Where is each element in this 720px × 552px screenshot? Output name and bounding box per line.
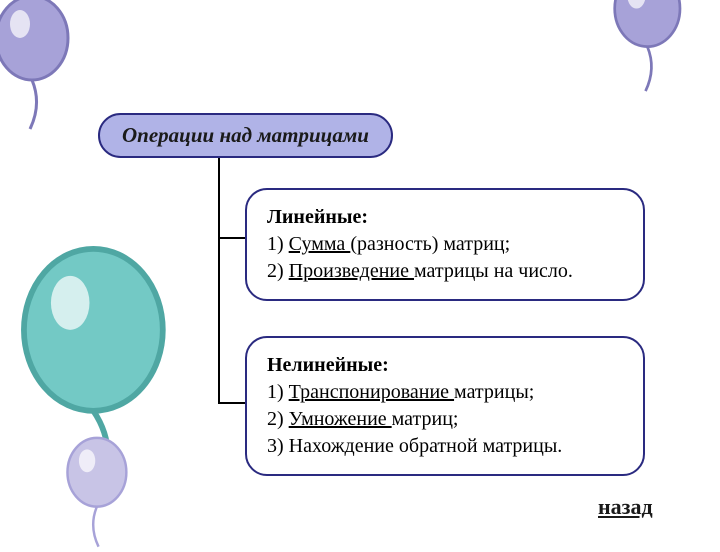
back-link[interactable]: назад	[598, 494, 653, 520]
diagram-title: Операции над матрицами	[98, 113, 393, 158]
nonlinear-item-num: 3)	[267, 435, 289, 457]
nonlinear-item-link[interactable]: Транспонирование	[289, 381, 454, 403]
linear-item-num: 1)	[267, 233, 289, 255]
back-link-label: назад	[598, 494, 653, 519]
linear-item-rest: матрицы на число.	[414, 260, 573, 282]
linear-item-link[interactable]: Произведение	[289, 260, 414, 282]
nonlinear-item-rest: матриц;	[392, 408, 459, 430]
balloon-botleft	[56, 435, 146, 552]
nonlinear-item: 2) Умножение матриц;	[267, 406, 623, 433]
nonlinear-item-num: 2)	[267, 408, 289, 430]
diagram-title-text: Операции над матрицами	[122, 123, 369, 147]
nonlinear-item-rest: Нахождение обратной матрицы.	[289, 435, 563, 457]
connector-h2	[218, 402, 245, 404]
balloon-topleft	[0, 0, 92, 134]
balloon-midleft	[0, 245, 211, 515]
connector-h1	[218, 237, 245, 239]
nonlinear-item: 3) Нахождение обратной матрицы.	[267, 433, 623, 460]
nonlinear-item: 1) Транспонирование матрицы;	[267, 379, 623, 406]
linear-ops-header: Линейные:	[267, 204, 623, 231]
linear-item: 2) Произведение матрицы на число.	[267, 258, 623, 285]
linear-item-link[interactable]: Сумма	[289, 233, 351, 255]
nonlinear-item-num: 1)	[267, 381, 289, 403]
linear-item: 1) Сумма (разность) матриц;	[267, 231, 623, 258]
nonlinear-item-rest: матрицы;	[454, 381, 534, 403]
linear-item-num: 2)	[267, 260, 289, 282]
connector-vertical	[218, 155, 220, 404]
linear-item-rest: (разность) матриц;	[350, 233, 510, 255]
nonlinear-ops-header: Нелинейные:	[267, 352, 623, 379]
balloon-topright	[602, 0, 702, 96]
linear-ops-box: Линейные: 1) Сумма (разность) матриц;2) …	[245, 188, 645, 301]
nonlinear-ops-box: Нелинейные: 1) Транспонирование матрицы;…	[245, 336, 645, 476]
nonlinear-item-link[interactable]: Умножение	[289, 408, 392, 430]
